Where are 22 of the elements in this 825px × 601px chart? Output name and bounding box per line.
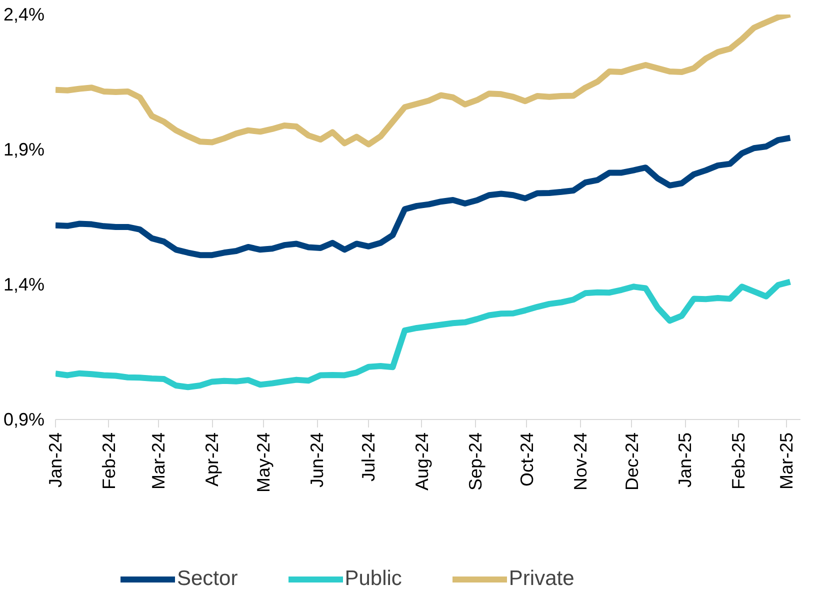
x-tick-label: Oct-24 <box>516 432 537 487</box>
x-tick-label: Aug-24 <box>412 432 432 491</box>
x-tick-label: Apr-24 <box>202 432 222 487</box>
x-tick-label: Dec-24 <box>622 432 642 491</box>
x-tick-label: Mar-24 <box>148 432 169 490</box>
legend-label: Sector <box>177 567 238 591</box>
x-tick-label: Jan-25 <box>675 432 696 488</box>
x-tick-label: May-24 <box>254 432 274 493</box>
x-tick-label: Sep-24 <box>465 432 486 491</box>
x-tick-label: Feb-24 <box>98 432 119 490</box>
y-tick-label: 0,9% <box>3 410 45 430</box>
legend-label: Public <box>344 567 402 591</box>
x-tick-label: Jan-24 <box>46 432 66 488</box>
x-tick-label: Nov-24 <box>570 432 590 491</box>
x-tick-label: Feb-25 <box>728 432 749 490</box>
legend-label: Private <box>508 567 574 591</box>
y-tick-label: 1,4% <box>3 274 45 294</box>
x-tick-label: Mar-25 <box>776 432 797 490</box>
x-tick-label: Jul-24 <box>358 432 379 482</box>
y-tick-label: 2,4% <box>3 4 45 24</box>
x-tick-label: Jun-24 <box>307 432 328 488</box>
y-tick-label: 1,9% <box>3 140 45 160</box>
